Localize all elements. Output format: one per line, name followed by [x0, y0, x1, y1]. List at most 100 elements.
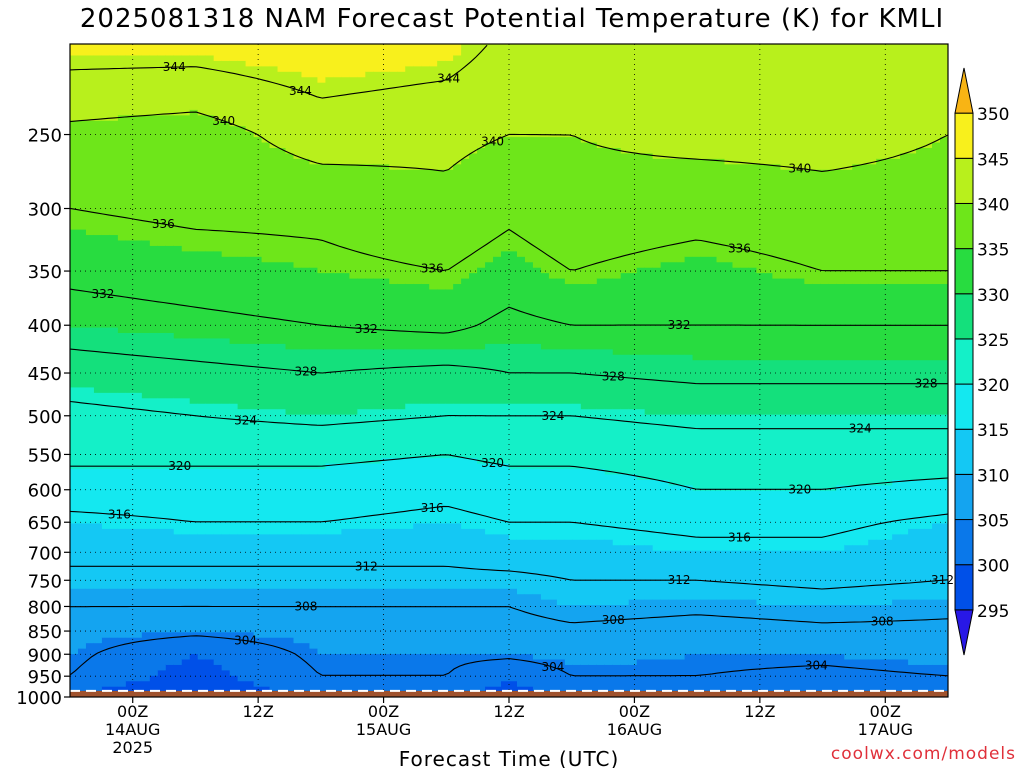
field-cell: [221, 669, 231, 697]
field-cell: [461, 528, 470, 589]
field-cell: [485, 44, 494, 143]
field-cell: [556, 468, 566, 540]
field-cell: [125, 528, 135, 589]
field-cell: [660, 354, 670, 415]
y-tick-label: 550: [28, 445, 62, 466]
field-cell: [564, 136, 574, 285]
field-cell: [836, 414, 845, 486]
field-cell: [548, 44, 558, 138]
field-cell: [828, 169, 837, 285]
field-cell: [405, 169, 414, 285]
field-cell: [804, 604, 813, 655]
field-cell: [101, 468, 111, 529]
field-cell: [413, 348, 422, 404]
field-cell: [844, 484, 853, 546]
field-cell: [716, 550, 726, 600]
field-cell: [149, 588, 159, 633]
field-cell: [852, 658, 861, 697]
field-cell: [684, 158, 694, 257]
field-cell: [860, 44, 869, 165]
field-cell: [620, 473, 630, 546]
colorbar-swatch: [954, 383, 974, 430]
field-cell: [652, 550, 662, 600]
contour-line-316: [70, 505, 948, 538]
field-cell: [485, 403, 494, 464]
field-cell: [588, 408, 598, 470]
field-cell: [748, 359, 758, 415]
contour-label-340: 340: [212, 114, 235, 128]
field-cell: [580, 539, 590, 606]
field-cell: [556, 44, 566, 138]
field-cell: [716, 653, 726, 697]
field-cell: [940, 664, 948, 697]
field-cell: [940, 359, 948, 415]
field-cell: [309, 468, 319, 535]
field-cell: [604, 664, 614, 697]
field-cell: [540, 539, 550, 600]
field-cell: [509, 136, 518, 252]
field-cell: [516, 653, 526, 687]
field-cell: [684, 354, 694, 415]
field-cell: [229, 60, 239, 127]
field-cell: [221, 256, 231, 339]
field-cell: [596, 408, 606, 470]
field-cell: [485, 141, 494, 263]
field-cell: [165, 468, 175, 529]
field-cell: [365, 71, 374, 165]
field-cell: [285, 71, 295, 154]
field-cell: [77, 326, 87, 388]
field-cell: [85, 54, 95, 121]
y-tick-label: 900: [28, 645, 62, 666]
field-cell: [85, 234, 95, 328]
field-cell: [357, 463, 366, 529]
field-cell: [301, 414, 311, 470]
field-cell: [141, 468, 151, 529]
field-cell: [165, 114, 175, 246]
y-tick-label: 800: [28, 597, 62, 618]
field-cell: [349, 277, 358, 350]
field-cell: [141, 44, 151, 56]
field-cell: [133, 637, 143, 682]
field-cell: [868, 359, 877, 415]
field-cell: [493, 403, 502, 464]
field-cell: [556, 277, 566, 350]
field-cell: [109, 588, 119, 638]
field-cell: [389, 283, 398, 350]
field-cell: [349, 588, 358, 655]
field-cell: [173, 468, 183, 535]
field-cell: [277, 533, 287, 589]
field-cell: [644, 599, 654, 660]
field-cell: [812, 283, 821, 361]
y-tick-label: 300: [28, 200, 62, 221]
field-cell: [644, 44, 654, 154]
field-cell: [716, 44, 726, 159]
field-cell: [157, 114, 167, 246]
field-cell: [397, 457, 406, 529]
field-cell: [181, 588, 191, 633]
field-cell: [205, 658, 215, 697]
field-cell: [445, 403, 454, 459]
field-cell: [109, 468, 119, 529]
field-cell: [117, 44, 127, 56]
field-cell: [652, 354, 662, 415]
contour-label-344: 344: [163, 60, 186, 74]
field-cell: [133, 392, 143, 470]
field-cell: [373, 408, 382, 464]
field-cell: [173, 664, 183, 697]
field-cell: [868, 484, 877, 540]
field-cell: [397, 528, 406, 589]
field-cell: [493, 141, 502, 257]
field-cell: [93, 588, 103, 644]
field-cell: [796, 490, 805, 551]
field-cell: [421, 588, 430, 655]
field-cell: [628, 152, 638, 274]
field-cell: [253, 44, 263, 67]
field-cell: [365, 163, 374, 279]
field-cell: [501, 403, 510, 464]
field-cell: [237, 680, 247, 697]
field-cell: [804, 169, 813, 285]
field-cell: [756, 604, 766, 655]
field-cell: [940, 599, 948, 665]
field-cell: [477, 528, 486, 589]
field-cell: [852, 359, 861, 415]
